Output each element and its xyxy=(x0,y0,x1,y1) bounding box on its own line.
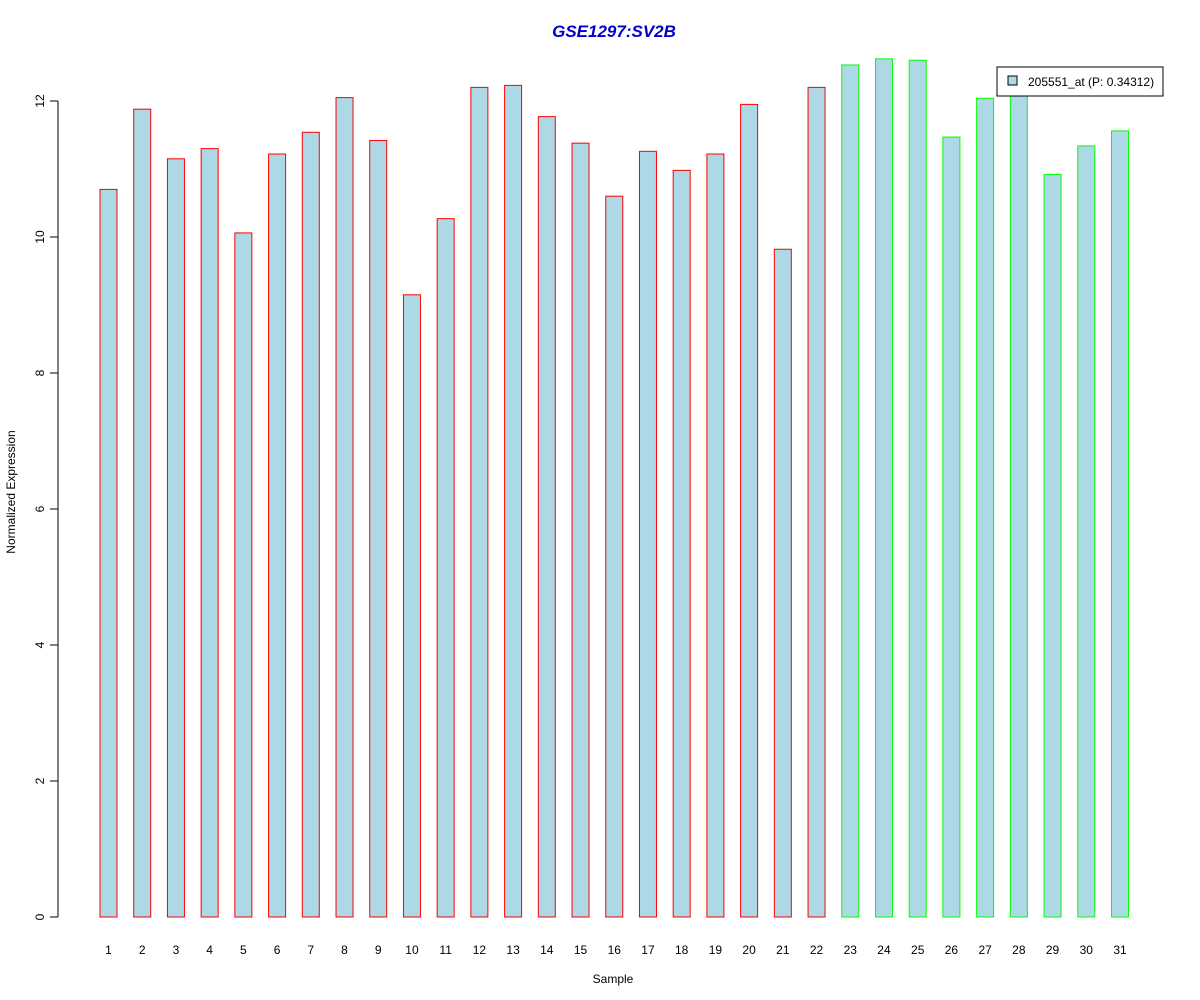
y-tick-label: 6 xyxy=(33,505,47,512)
bar-sample-9 xyxy=(369,139,388,918)
x-tick-label: 5 xyxy=(240,943,247,957)
bar-sample-3 xyxy=(166,158,185,918)
bar-sample-28 xyxy=(1009,92,1028,918)
y-tick-label: 10 xyxy=(33,230,47,244)
x-tick-label: 15 xyxy=(574,943,588,957)
bar-sample-23 xyxy=(841,64,860,918)
legend-label: 205551_at (P: 0.34312) xyxy=(1028,75,1154,89)
bar-sample-4 xyxy=(200,148,219,918)
bar-sample-10 xyxy=(402,294,421,918)
x-tick-label: 31 xyxy=(1113,943,1127,957)
y-tick-label: 4 xyxy=(33,641,47,648)
x-tick-label: 19 xyxy=(709,943,723,957)
x-tick-label: 29 xyxy=(1046,943,1060,957)
bar-sample-7 xyxy=(301,131,320,918)
bar-sample-17 xyxy=(638,150,657,918)
x-tick-label: 11 xyxy=(439,943,452,957)
x-tick-label: 16 xyxy=(608,943,622,957)
x-tick-label: 30 xyxy=(1080,943,1094,957)
x-tick-label: 20 xyxy=(742,943,756,957)
bar-sample-25 xyxy=(908,59,927,918)
x-tick-label: 3 xyxy=(173,943,180,957)
bar-sample-24 xyxy=(874,58,893,918)
bar-sample-11 xyxy=(436,218,455,918)
y-tick-label: 0 xyxy=(33,913,47,920)
x-tick-label: 28 xyxy=(1012,943,1026,957)
x-tick-label: 25 xyxy=(911,943,925,957)
x-tick-label: 23 xyxy=(844,943,858,957)
bar-sample-8 xyxy=(335,97,354,918)
x-tick-label: 7 xyxy=(307,943,314,957)
bar-sample-31 xyxy=(1111,130,1129,918)
x-tick-label: 12 xyxy=(473,943,487,957)
x-tick-label: 14 xyxy=(540,943,554,957)
bar-sample-15 xyxy=(571,142,590,918)
bar-sample-18 xyxy=(672,169,691,918)
x-tick-label: 1 xyxy=(105,943,112,957)
x-tick-label: 24 xyxy=(877,943,891,957)
bar-sample-13 xyxy=(504,84,523,918)
bars xyxy=(99,58,1129,918)
bar-sample-26 xyxy=(942,136,961,918)
x-tick-label: 26 xyxy=(945,943,959,957)
bar-sample-30 xyxy=(1077,145,1096,918)
bar-sample-19 xyxy=(706,153,725,918)
y-tick-label: 2 xyxy=(33,777,47,784)
x-tick-label: 6 xyxy=(274,943,281,957)
bar-sample-27 xyxy=(976,97,995,918)
bar-sample-20 xyxy=(740,103,759,918)
x-tick-labels: 1 2 3 4 5 6 7 8 9 10 11 12 13 14 15 16 17 18 19 20 21 22 23 24 2… xyxy=(105,943,1127,957)
x-tick-label: 13 xyxy=(506,943,520,957)
bar-sample-6 xyxy=(268,153,287,918)
x-tick-label: 10 xyxy=(405,943,419,957)
y-tick-label: 12 xyxy=(33,94,47,108)
bar-sample-29 xyxy=(1043,173,1062,918)
legend-box xyxy=(996,66,1164,97)
chart-title: GSE1297:SV2B xyxy=(552,22,676,41)
x-tick-label: 27 xyxy=(978,943,992,957)
y-tick-label: 8 xyxy=(33,369,47,376)
bar-sample-22 xyxy=(807,86,826,918)
bar-sample-14 xyxy=(537,116,556,918)
x-tick-label: 22 xyxy=(810,943,824,957)
x-tick-label: 9 xyxy=(375,943,382,957)
x-axis-title: Sample xyxy=(593,972,634,986)
bar-sample-2 xyxy=(133,108,152,918)
bar-sample-1 xyxy=(99,188,118,918)
y-axis: 0 2 4 6 8 10 12 xyxy=(33,94,59,920)
y-axis-title: Normalized Expression xyxy=(4,430,18,553)
x-tick-label: 18 xyxy=(675,943,689,957)
bar-sample-21 xyxy=(773,248,792,918)
legend-swatch xyxy=(1007,75,1018,86)
x-tick-label: 8 xyxy=(341,943,348,957)
x-tick-label: 2 xyxy=(139,943,146,957)
bar-sample-12 xyxy=(470,86,489,918)
legend: 205551_at (P: 0.34312) xyxy=(996,66,1164,97)
bar-sample-16 xyxy=(605,195,624,918)
x-tick-label: 21 xyxy=(776,943,790,957)
x-tick-label: 4 xyxy=(206,943,213,957)
x-tick-label: 17 xyxy=(641,943,655,957)
bar-sample-5 xyxy=(234,232,253,918)
